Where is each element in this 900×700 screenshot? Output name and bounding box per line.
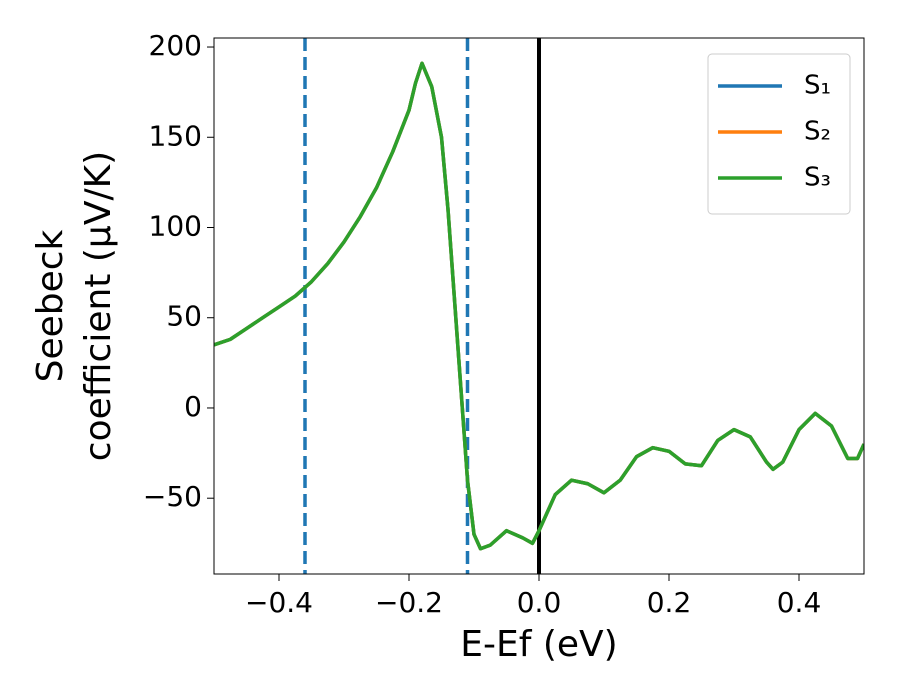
plot-frame [213,37,865,575]
y-tick-label: −50 [143,480,202,513]
x-tick-label: −0.2 [375,586,443,619]
x-tick-label: 0.4 [777,586,822,619]
y-tick-label: 0 [184,390,202,423]
y-tick-label: 200 [149,29,202,62]
y-tick-label: 100 [149,209,202,242]
x-axis-label: E-Ef (eV) [460,624,617,665]
legend-label: S₁ [804,71,831,101]
legend-label: S₂ [804,117,831,147]
x-tick-label: 0.0 [517,586,562,619]
x-tick-label: −0.4 [245,586,313,619]
y-axis-label: Seebeck [30,229,71,382]
legend-label: S₃ [804,163,831,193]
y-axis-label: coefficient (μV/K) [78,151,119,461]
y-tick-label: 50 [166,300,202,333]
plot-area [214,38,864,574]
x-tick-label: 0.2 [647,586,692,619]
legend-box [707,53,851,215]
y-tick-label: 150 [149,119,202,152]
data-line [214,61,864,551]
